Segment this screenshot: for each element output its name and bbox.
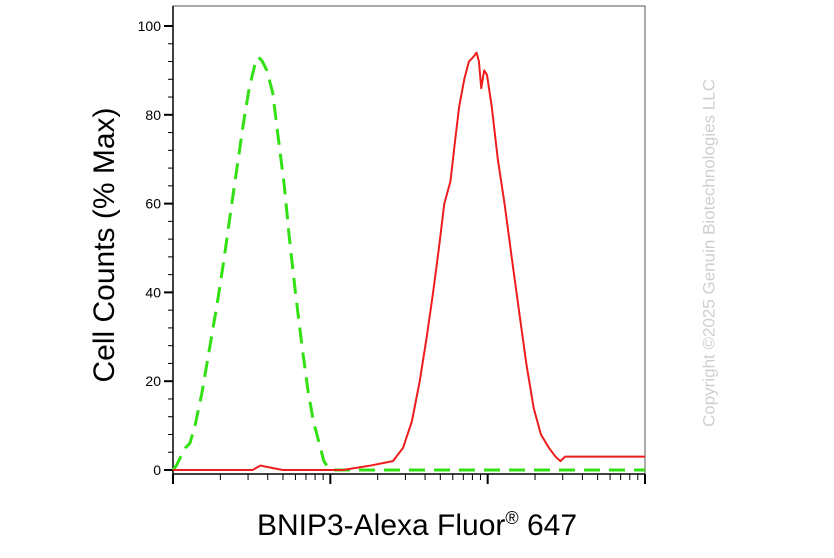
y-tick-label: 100 xyxy=(138,18,162,34)
x-axis-label-registered-mark: ® xyxy=(505,508,519,528)
series-line-2 xyxy=(173,51,645,471)
plot-axes: 0 20 40 60 80 100 xyxy=(138,5,646,484)
y-tick-label: 80 xyxy=(145,107,161,123)
series-layer xyxy=(171,51,645,472)
series-line-1 xyxy=(171,55,645,472)
y-tick-label: 60 xyxy=(145,196,161,212)
plot-frame xyxy=(172,5,646,475)
y-tick-label: 0 xyxy=(153,462,161,478)
y-tick-label: 20 xyxy=(145,373,161,389)
x-axis-label-tail: 647 xyxy=(518,509,578,542)
copyright-watermark: Copyright ©2025 Genuin Biotechnologies L… xyxy=(699,79,718,427)
x-axis-label: BNIP3-Alexa Fluor® 647 xyxy=(0,508,834,544)
y-tick-label: 40 xyxy=(145,284,161,300)
y-axis-label: Cell Counts (% Max) xyxy=(88,107,121,382)
x-axis-label-main: BNIP3-Alexa Fluor xyxy=(256,509,506,542)
